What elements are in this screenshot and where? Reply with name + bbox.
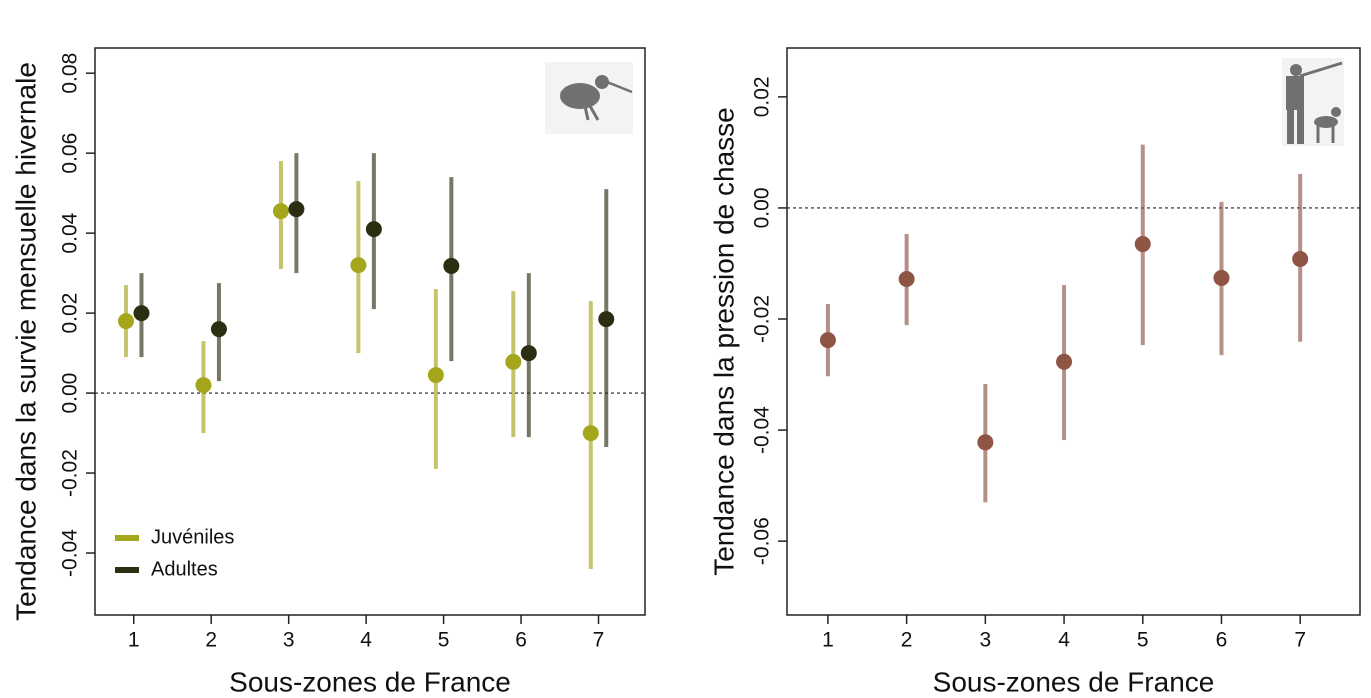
y-tick-label: 0.02 [59, 293, 82, 334]
x-axis-label: Sous-zones de France [933, 666, 1215, 697]
point [582, 425, 599, 442]
y-tick-label: 0.00 [751, 187, 774, 228]
point [520, 345, 537, 362]
x-tick-label: 5 [438, 629, 450, 652]
point [1292, 251, 1309, 268]
x-tick-label: 4 [1058, 629, 1070, 652]
x-tick-label: 2 [901, 629, 913, 652]
point [505, 353, 522, 370]
x-tick-label: 1 [822, 629, 834, 652]
point [288, 201, 305, 218]
point [272, 203, 289, 220]
legend-label: Juvéniles [151, 526, 234, 548]
point [898, 271, 915, 288]
point [1056, 353, 1073, 370]
y-tick-label: -0.04 [751, 406, 774, 454]
x-axis-label: Sous-zones de France [229, 666, 511, 697]
x-tick-label: 2 [205, 629, 217, 652]
point [1134, 236, 1151, 253]
x-tick-label: 7 [593, 629, 605, 652]
plot-frame [94, 47, 646, 616]
y-axis-label: Tendance dans la survie mensuelle hivern… [10, 62, 41, 621]
point [133, 305, 150, 322]
hunter-icon [1282, 58, 1344, 146]
x-tick-label: 6 [515, 629, 527, 652]
y-tick-label: -0.04 [59, 529, 82, 577]
plot-frame [786, 47, 1361, 616]
y-tick-label: -0.02 [59, 449, 82, 497]
point [195, 377, 212, 394]
point [977, 434, 994, 451]
y-tick-label: -0.02 [751, 295, 774, 343]
woodcock-icon [545, 62, 633, 134]
point [210, 321, 227, 338]
x-tick-label: 1 [128, 629, 140, 652]
point [365, 221, 382, 238]
y-tick-label: 0.08 [59, 53, 82, 94]
x-tick-label: 6 [1216, 629, 1228, 652]
point [117, 313, 134, 330]
y-tick-label: 0.00 [59, 373, 82, 414]
x-tick-label: 4 [360, 629, 372, 652]
point [443, 257, 460, 274]
point [819, 332, 836, 349]
point [350, 257, 367, 274]
legend-label: Adultes [151, 558, 218, 580]
y-axis-label: Tendance dans la pression de chasse [708, 107, 739, 576]
y-tick-label: 0.04 [59, 212, 82, 253]
point [1213, 269, 1230, 286]
x-tick-label: 3 [980, 629, 992, 652]
y-tick-label: 0.06 [59, 133, 82, 174]
x-tick-label: 5 [1137, 629, 1149, 652]
x-tick-label: 7 [1294, 629, 1306, 652]
x-tick-label: 3 [283, 629, 295, 652]
y-tick-label: 0.02 [751, 76, 774, 117]
point [427, 367, 444, 384]
point [598, 311, 615, 328]
y-tick-label: -0.06 [751, 517, 774, 565]
